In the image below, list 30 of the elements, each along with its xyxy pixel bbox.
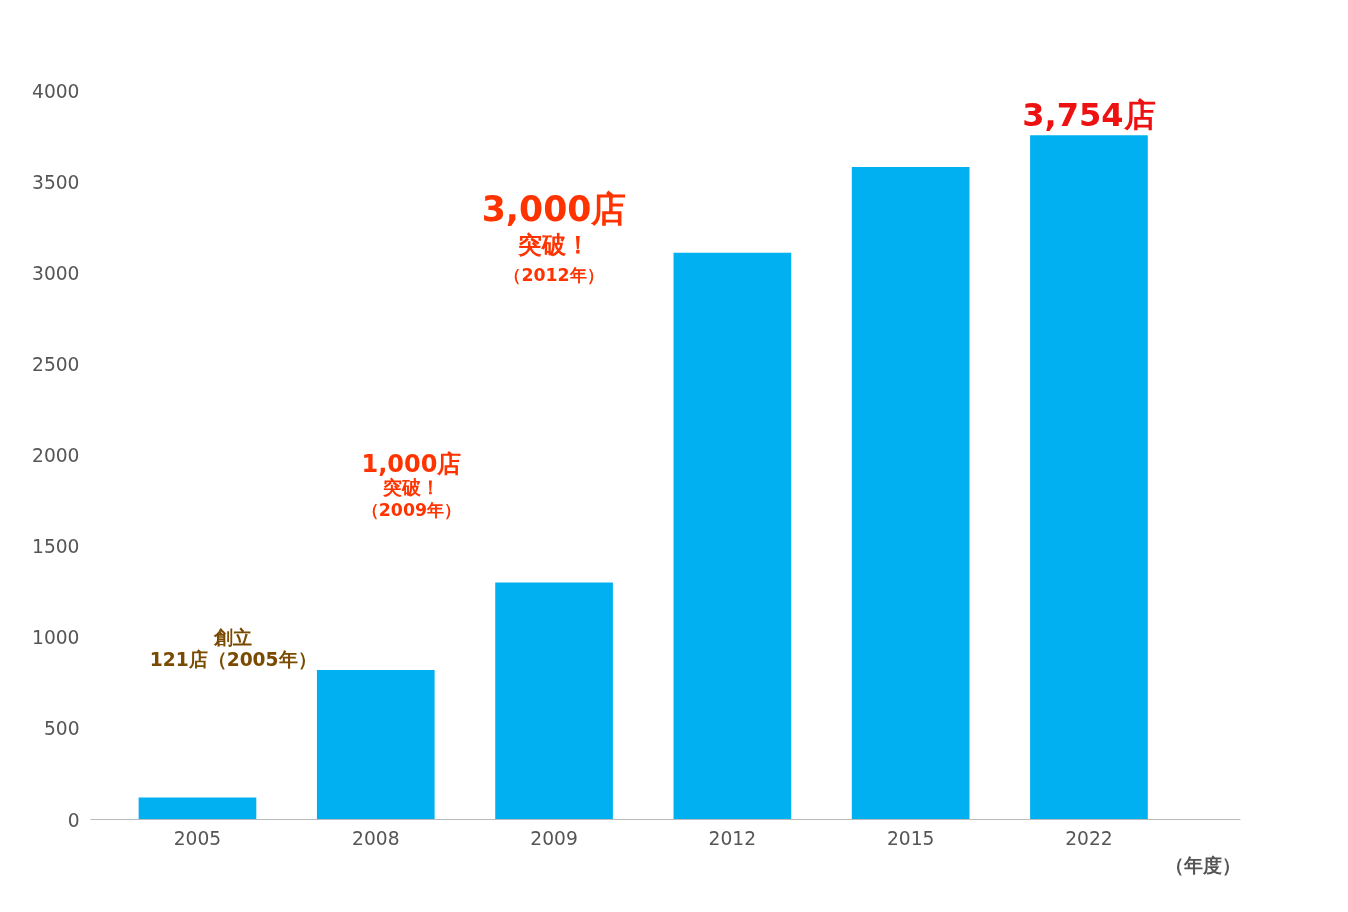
y-tick-label: 0 xyxy=(67,809,80,831)
x-tick-label: 2022 xyxy=(1065,827,1113,849)
y-tick-label: 3000 xyxy=(32,262,80,284)
y-tick-label: 500 xyxy=(43,718,80,740)
y-tick-label: 4000 xyxy=(32,80,80,102)
annotation: （2009年） xyxy=(361,499,462,520)
x-tick-label: 2009 xyxy=(530,827,578,849)
annotation: 3,000店 xyxy=(481,188,627,229)
x-tick-label: 2008 xyxy=(352,827,400,849)
y-tick-label: 1000 xyxy=(32,627,80,649)
y-tick-label: 2500 xyxy=(32,353,80,375)
annotation: 突破！ xyxy=(517,231,591,260)
bar xyxy=(316,670,435,820)
x-axis-title: （年度） xyxy=(1164,854,1241,876)
y-tick-label: 1500 xyxy=(32,536,80,558)
x-tick-label: 2015 xyxy=(886,827,935,849)
annotation: 創立 xyxy=(213,626,253,648)
bar xyxy=(495,582,613,820)
annotation: 突破！ xyxy=(381,477,440,499)
bar xyxy=(673,252,792,820)
y-tick-label: 2000 xyxy=(32,445,80,466)
bar xyxy=(1030,135,1148,820)
x-tick-label: 2005 xyxy=(173,827,222,849)
y-tick-label: 3500 xyxy=(32,171,80,193)
annotation: 121店（2005年） xyxy=(149,648,317,670)
bar xyxy=(851,167,970,820)
x-tick-label: 2012 xyxy=(708,827,757,849)
annotation: （2012年） xyxy=(504,264,604,285)
data-label: 3,754店 xyxy=(1022,96,1156,135)
bar xyxy=(138,797,257,820)
